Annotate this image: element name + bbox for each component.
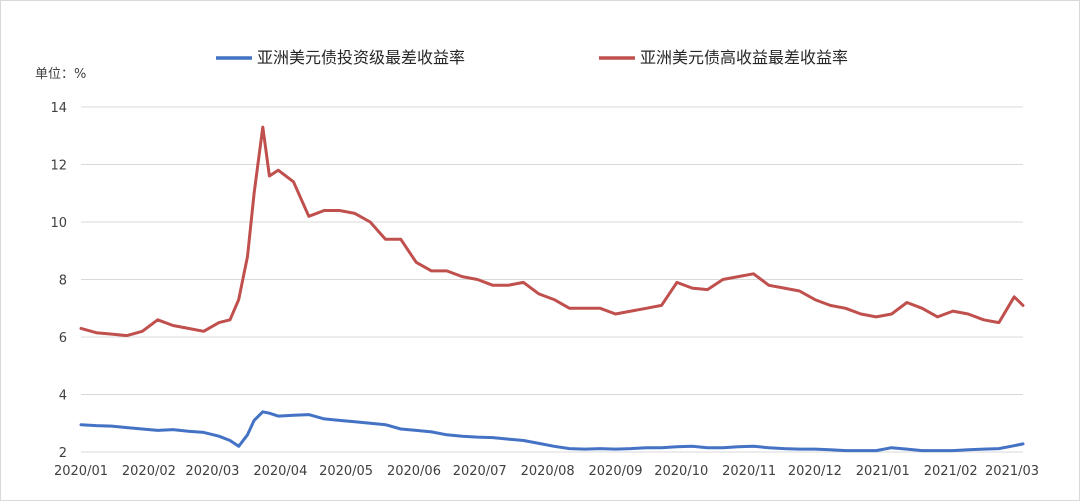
y-tick-label: 8 [59, 274, 67, 289]
x-tick-label: 2020/12 [788, 464, 842, 479]
x-tick-label: 2020/08 [521, 464, 575, 479]
legend-label-investment-grade: 亚洲美元债投资级最差收益率 [257, 48, 465, 67]
series-line-0 [79, 410, 1025, 453]
series-line-1 [79, 125, 1025, 338]
x-tick-label: 2021/02 [924, 464, 978, 479]
x-tick-label: 2020/02 [122, 464, 176, 479]
unit-label: 单位：% [35, 67, 86, 82]
x-tick-label: 2020/01 [54, 464, 108, 479]
x-tick-label: 2021/03 [985, 464, 1039, 479]
y-tick-label: 4 [59, 389, 67, 404]
x-tick-label: 2020/07 [453, 464, 507, 479]
legend: 亚洲美元债投资级最差收益率 亚洲美元债高收益最差收益率 [216, 48, 848, 67]
x-tick-label: 2020/10 [654, 464, 708, 479]
x-tick-label: 2020/03 [185, 464, 239, 479]
x-tick-label: 2021/01 [856, 464, 910, 479]
x-tick-label: 2020/11 [722, 464, 776, 479]
x-axis-ticks: 2020/01 2020/02 2020/03 2020/04 2020/05 2020/… [54, 464, 1039, 479]
legend-label-high-yield: 亚洲美元债高收益最差收益率 [640, 48, 848, 67]
gridlines [81, 106, 1023, 395]
y-axis-ticks: 2 4 6 8 10 12 14 [50, 101, 67, 461]
legend-item-investment-grade: 亚洲美元债投资级最差收益率 [216, 48, 465, 67]
y-tick-label: 2 [59, 446, 67, 461]
x-tick-label: 2020/09 [589, 464, 643, 479]
y-tick-label: 14 [50, 101, 67, 116]
x-tick-label: 2020/06 [387, 464, 441, 479]
y-tick-label: 10 [50, 216, 67, 231]
x-tick-label: 2020/05 [319, 464, 373, 479]
series-lines [79, 125, 1025, 453]
legend-item-high-yield: 亚洲美元债高收益最差收益率 [599, 48, 848, 67]
x-tick-label: 2020/04 [253, 464, 307, 479]
y-tick-label: 12 [50, 159, 67, 174]
y-tick-label: 6 [59, 331, 67, 346]
